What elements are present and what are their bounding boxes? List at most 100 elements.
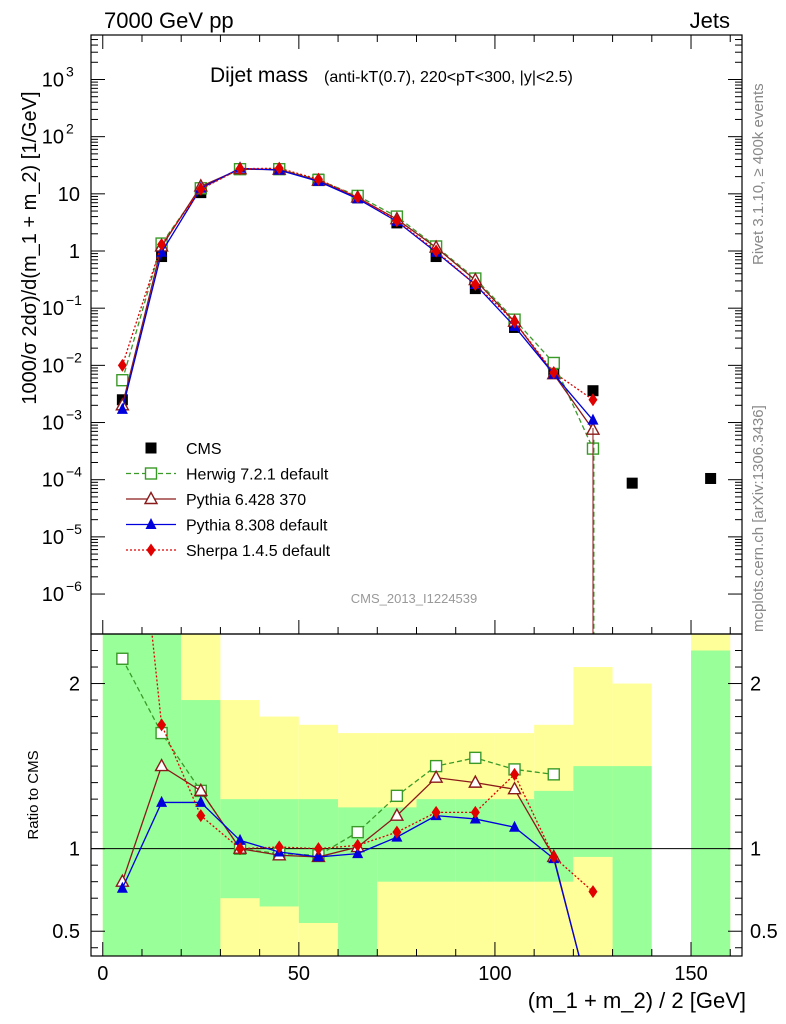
- ratio-band-gap: [651, 634, 692, 956]
- process-label: Jets: [690, 8, 730, 33]
- main-series-layer: [115, 161, 717, 634]
- data-point: [235, 162, 245, 176]
- data-point: [116, 373, 129, 387]
- ratio-data-point: [234, 833, 246, 845]
- y-tick-exponent: −1: [66, 292, 82, 308]
- x-ticks: 0 50 100 150: [97, 35, 731, 985]
- y-tick-label: 10: [42, 527, 64, 549]
- ratio-data-point: [195, 795, 207, 807]
- ratio-band-green: [573, 766, 613, 857]
- data-point: [587, 385, 599, 397]
- data-point: [626, 477, 638, 489]
- legend-label: CMS: [186, 441, 222, 458]
- ratio-data-point: [352, 847, 364, 859]
- ratio-y-tick-label-right: 2: [750, 674, 761, 696]
- ratio-data-point: [390, 789, 404, 803]
- ratio-y-tick-label-right: 1: [750, 839, 761, 861]
- series-line: [121, 167, 594, 421]
- data-point: [116, 402, 128, 414]
- legend-marker: [144, 467, 158, 480]
- data-point: [353, 190, 363, 204]
- ratio-data-point: [312, 850, 324, 862]
- legend-label: Pythia 8.308 default: [186, 518, 328, 535]
- ratio-data-point: [428, 769, 444, 783]
- legend-entry: Pythia 6.428 370: [126, 491, 306, 509]
- ratio-series-layer: [115, 634, 598, 956]
- data-point: [470, 277, 480, 291]
- series-sherpa-1-4-5-default: [117, 161, 598, 407]
- legend-entry: CMS: [145, 441, 222, 458]
- ratio-band-green: [691, 650, 731, 956]
- ratio-data-point: [156, 795, 168, 807]
- ratio-data-point: [470, 805, 480, 819]
- main-y-axis-label: 1000/σ 2dσ)/d(m_1 + m_2) [1/GeV]: [19, 91, 41, 404]
- y-tick-exponent: −2: [66, 349, 82, 365]
- data-point: [431, 244, 441, 258]
- ratio-series-sherpa-1-4-5-default: [151, 634, 598, 899]
- y-tick-label: 10: [42, 470, 64, 492]
- y-tick-label: 10: [42, 413, 64, 435]
- analysis-id: CMS_2013_I1224539: [351, 591, 478, 606]
- series-line: [121, 168, 594, 431]
- mcplots-label: mcplots.cern.ch [arXiv:1306.3436]: [750, 405, 767, 632]
- ratio-data-point: [588, 885, 598, 899]
- legend-marker: [145, 518, 157, 529]
- data-point: [705, 472, 717, 484]
- data-point: [588, 393, 598, 407]
- y-tick-exponent: −4: [66, 464, 82, 480]
- ratio-data-point: [116, 881, 128, 893]
- y-tick-label: 10: [42, 584, 64, 606]
- ratio-data-point: [392, 825, 402, 839]
- ratio-data-point: [469, 751, 482, 765]
- x-tick-label: 0: [97, 963, 108, 985]
- ratio-data-point: [351, 825, 364, 839]
- ratio-data-point: [313, 842, 323, 856]
- energy-label: 7000 GeV pp: [104, 8, 234, 33]
- ratio-data-point: [116, 652, 129, 665]
- ratio-data-point: [274, 840, 284, 854]
- y-tick-exponent: −5: [66, 521, 82, 537]
- series-cms: [116, 163, 717, 489]
- legend-entry: Sherpa 1.4.5 default: [126, 543, 331, 560]
- legend-entry: Pythia 8.308 default: [126, 518, 328, 535]
- data-point: [157, 237, 167, 251]
- x-tick-label: 150: [674, 963, 707, 985]
- y-tick-label: 10: [42, 127, 64, 149]
- legend-label: Herwig 7.2.1 default: [186, 467, 329, 484]
- ratio-data-point: [468, 774, 483, 788]
- ratio-y-tick-label-right: 0.5: [750, 921, 778, 943]
- data-point: [549, 365, 559, 379]
- ratio-data-point: [549, 850, 559, 864]
- legend-label: Pythia 6.428 370: [186, 492, 306, 509]
- ratio-data-point: [547, 768, 560, 781]
- y-tick-label: 10: [42, 355, 64, 377]
- rivet-label: Rivet 3.1.10, ≥ 400k events: [750, 83, 767, 265]
- ratio-band-green: [181, 700, 221, 956]
- data-point: [392, 214, 402, 228]
- ratio-y-tick-label: 0.5: [52, 921, 80, 943]
- chart-title-group: Dijet mass (anti-kT(0.7), 220<pT<300, |y…: [210, 64, 573, 87]
- legend-marker: [143, 491, 159, 505]
- y-tick-label: 10: [42, 69, 64, 91]
- ratio-y-tick-label: 2: [69, 674, 80, 696]
- x-tick-label: 100: [478, 963, 511, 985]
- ratio-data-point: [193, 782, 208, 797]
- ratio-band-green: [102, 634, 182, 956]
- ratio-data-point: [235, 842, 245, 856]
- ratio-data-point: [510, 767, 520, 781]
- legend-entry: Herwig 7.2.1 default: [126, 467, 329, 484]
- data-point: [196, 182, 206, 196]
- data-point: [313, 172, 323, 186]
- ratio-data-point: [389, 807, 405, 821]
- data-point: [274, 161, 284, 175]
- ratio-data-point: [509, 820, 521, 832]
- ratio-band-green: [534, 790, 574, 882]
- ratio-y-ticks: 2 2 1 1 0.5 0.5: [52, 650, 778, 949]
- x-axis-label: (m_1 + m_2) / 2 [GeV]: [528, 988, 746, 1013]
- data-point: [510, 315, 520, 329]
- y-tick-exponent: 3: [66, 63, 74, 79]
- y-tick-label: 10: [42, 298, 64, 320]
- y-tick-exponent: −3: [66, 407, 82, 423]
